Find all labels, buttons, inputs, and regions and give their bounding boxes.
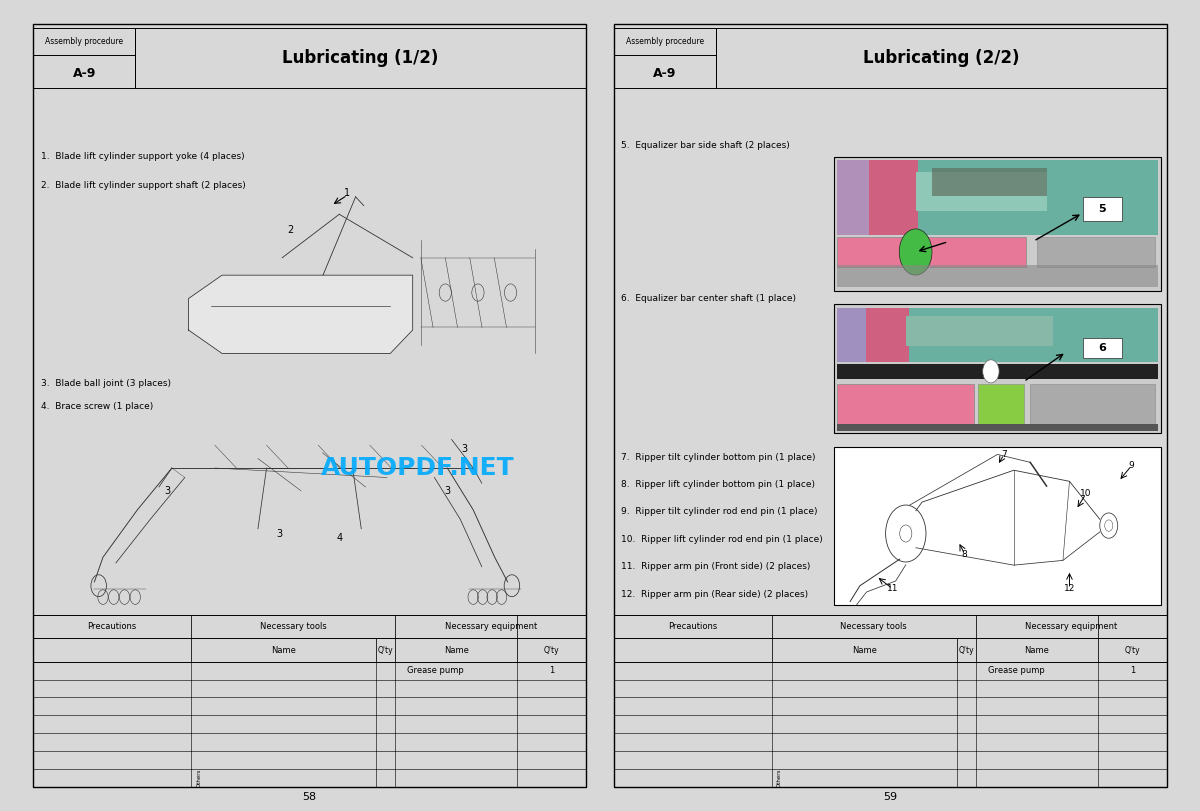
Bar bbox=[916, 172, 1046, 211]
Bar bbox=[834, 157, 1162, 291]
Text: Name: Name bbox=[271, 646, 295, 654]
Text: 4: 4 bbox=[337, 534, 343, 543]
Text: 1: 1 bbox=[548, 666, 554, 675]
Bar bbox=[34, 616, 586, 787]
Text: 7: 7 bbox=[1001, 450, 1007, 459]
Text: 58: 58 bbox=[302, 792, 317, 802]
Bar bbox=[836, 308, 908, 363]
Text: Assembly procedure: Assembly procedure bbox=[626, 36, 704, 45]
Text: 2: 2 bbox=[287, 225, 294, 235]
Text: 6.  Equalizer bar center shaft (1 place): 6. Equalizer bar center shaft (1 place) bbox=[622, 294, 797, 303]
Text: 2.  Blade lift cylinder support shaft (2 places): 2. Blade lift cylinder support shaft (2 … bbox=[41, 181, 245, 190]
Text: 12: 12 bbox=[1063, 585, 1075, 594]
Text: 1.  Blade lift cylinder support yoke (4 places): 1. Blade lift cylinder support yoke (4 p… bbox=[41, 152, 244, 161]
Text: 3: 3 bbox=[164, 486, 170, 496]
Bar bbox=[836, 161, 869, 234]
Bar bbox=[136, 28, 586, 88]
Bar bbox=[614, 616, 1166, 787]
Bar bbox=[978, 384, 1024, 426]
Bar bbox=[1037, 237, 1154, 267]
Bar bbox=[906, 316, 1054, 346]
Text: Q'ty: Q'ty bbox=[959, 646, 974, 654]
Text: 3: 3 bbox=[462, 444, 468, 454]
Text: 5.  Equalizer bar side shaft (2 places): 5. Equalizer bar side shaft (2 places) bbox=[622, 141, 790, 151]
Text: 5: 5 bbox=[1098, 204, 1106, 214]
Text: 3: 3 bbox=[276, 530, 282, 539]
Text: 6: 6 bbox=[1098, 343, 1106, 353]
Bar bbox=[1082, 197, 1122, 221]
Text: 59: 59 bbox=[883, 792, 898, 802]
Text: Q'ty: Q'ty bbox=[1124, 646, 1140, 654]
Bar bbox=[34, 28, 136, 88]
Text: 3: 3 bbox=[444, 486, 450, 496]
Text: Necessary equipment: Necessary equipment bbox=[444, 622, 536, 631]
Text: 1: 1 bbox=[1129, 666, 1135, 675]
Text: 10: 10 bbox=[1080, 490, 1092, 499]
Bar bbox=[836, 308, 866, 363]
Text: Necessary tools: Necessary tools bbox=[259, 622, 326, 631]
Text: Q'ty: Q'ty bbox=[378, 646, 394, 654]
Text: Precautions: Precautions bbox=[88, 622, 137, 631]
Text: Grease pump: Grease pump bbox=[989, 666, 1045, 675]
Text: 8.  Ripper lift cylinder bottom pin (1 place): 8. Ripper lift cylinder bottom pin (1 pl… bbox=[622, 480, 815, 489]
Text: A-9: A-9 bbox=[653, 67, 677, 79]
Text: 9: 9 bbox=[1129, 461, 1134, 470]
Text: Others: Others bbox=[778, 769, 782, 787]
Circle shape bbox=[899, 229, 932, 275]
Circle shape bbox=[983, 360, 1000, 383]
Text: Name: Name bbox=[852, 646, 876, 654]
Bar bbox=[836, 424, 1158, 431]
Bar bbox=[836, 363, 1158, 379]
Text: Lubricating (2/2): Lubricating (2/2) bbox=[863, 49, 1020, 67]
Text: Grease pump: Grease pump bbox=[408, 666, 464, 675]
Bar bbox=[836, 308, 1158, 363]
Bar bbox=[716, 28, 1166, 88]
Text: 12.  Ripper arm pin (Rear side) (2 places): 12. Ripper arm pin (Rear side) (2 places… bbox=[622, 590, 809, 599]
Text: 11.  Ripper arm pin (Front side) (2 places): 11. Ripper arm pin (Front side) (2 place… bbox=[622, 562, 811, 571]
Polygon shape bbox=[188, 275, 413, 354]
Bar bbox=[836, 384, 974, 426]
Bar bbox=[836, 237, 1026, 267]
Text: Q'ty: Q'ty bbox=[544, 646, 559, 654]
Bar bbox=[1030, 384, 1154, 426]
Text: Others: Others bbox=[197, 769, 202, 787]
Text: 10.  Ripper lift cylinder rod end pin (1 place): 10. Ripper lift cylinder rod end pin (1 … bbox=[622, 534, 823, 544]
Text: 1: 1 bbox=[344, 188, 350, 199]
Text: Name: Name bbox=[444, 646, 468, 654]
Text: Name: Name bbox=[1025, 646, 1049, 654]
Text: Lubricating (1/2): Lubricating (1/2) bbox=[282, 49, 439, 67]
Bar bbox=[614, 28, 716, 88]
Text: Assembly procedure: Assembly procedure bbox=[46, 36, 124, 45]
Text: 8: 8 bbox=[962, 550, 967, 559]
Text: Necessary equipment: Necessary equipment bbox=[1025, 622, 1117, 631]
Text: Necessary tools: Necessary tools bbox=[840, 622, 907, 631]
Text: A-9: A-9 bbox=[72, 67, 96, 79]
Bar bbox=[836, 161, 1158, 234]
Text: 3.  Blade ball joint (3 places): 3. Blade ball joint (3 places) bbox=[41, 379, 170, 388]
Bar bbox=[836, 265, 1158, 287]
Text: 11: 11 bbox=[887, 585, 899, 594]
Text: AUTOPDF.NET: AUTOPDF.NET bbox=[320, 456, 515, 479]
Bar bbox=[834, 447, 1162, 605]
Bar bbox=[932, 168, 1046, 195]
Text: 7.  Ripper tilt cylinder bottom pin (1 place): 7. Ripper tilt cylinder bottom pin (1 pl… bbox=[622, 453, 816, 461]
Bar bbox=[834, 304, 1162, 433]
Bar bbox=[1082, 337, 1122, 358]
Text: 9.  Ripper tilt cylinder rod end pin (1 place): 9. Ripper tilt cylinder rod end pin (1 p… bbox=[622, 508, 818, 517]
Text: Precautions: Precautions bbox=[668, 622, 718, 631]
Bar bbox=[836, 161, 918, 234]
Text: 4.  Brace screw (1 place): 4. Brace screw (1 place) bbox=[41, 402, 152, 411]
